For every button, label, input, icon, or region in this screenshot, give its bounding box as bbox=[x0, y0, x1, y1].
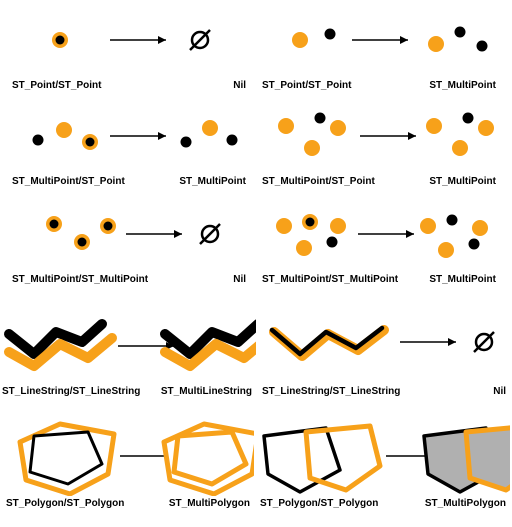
output-type-label: Nil bbox=[233, 80, 246, 91]
diagram-cell: ST_Polygon/ST_Polygon ST_MultiPolygon bbox=[258, 416, 510, 516]
cell-figure bbox=[260, 306, 510, 384]
cell-figure bbox=[10, 10, 250, 78]
diagram-cell: ST_Polygon/ST_Polygon ST_MultiPolygon bbox=[4, 416, 254, 516]
cell-figure bbox=[10, 204, 250, 272]
input-type-label: ST_MultiPoint/ST_MultiPoint bbox=[262, 274, 398, 285]
input-type-label: ST_Polygon/ST_Polygon bbox=[6, 498, 124, 509]
input-type-label: ST_MultiPoint/ST_Point bbox=[262, 176, 375, 187]
diagram-cell: ST_LineString/ST_LineString Nil bbox=[260, 306, 510, 404]
output-type-label: ST_MultiPolygon bbox=[425, 498, 506, 509]
output-type-label: ST_MultiPoint bbox=[429, 80, 496, 91]
input-type-label: ST_LineString/ST_LineString bbox=[262, 386, 400, 397]
diagram-cell: ST_MultiPoint/ST_Point ST_MultiPoint bbox=[260, 106, 500, 194]
cell-figure bbox=[0, 306, 256, 384]
input-type-label: ST_LineString/ST_LineString bbox=[2, 386, 140, 397]
output-type-label: ST_MultiLineString bbox=[161, 386, 252, 397]
output-type-label: ST_MultiPoint bbox=[429, 176, 496, 187]
output-type-label: ST_MultiPoint bbox=[429, 274, 496, 285]
input-type-label: ST_Polygon/ST_Polygon bbox=[260, 498, 378, 509]
diagram-cell: ST_MultiPoint/ST_MultiPoint Nil bbox=[10, 204, 250, 292]
input-type-label: ST_MultiPoint/ST_MultiPoint bbox=[12, 274, 148, 285]
input-type-label: ST_MultiPoint/ST_Point bbox=[12, 176, 125, 187]
cell-figure bbox=[260, 10, 500, 78]
cell-figure bbox=[258, 416, 510, 496]
output-type-label: Nil bbox=[233, 274, 246, 285]
output-type-label: Nil bbox=[493, 386, 506, 397]
input-type-label: ST_Point/ST_Point bbox=[12, 80, 101, 91]
diagram-canvas: ST_Point/ST_PointNilST_Point/ST_PointST_… bbox=[0, 0, 512, 527]
diagram-cell: ST_MultiPoint/ST_MultiPoint ST_MultiPoint bbox=[260, 204, 500, 292]
cell-figure bbox=[260, 204, 500, 272]
cell-figure bbox=[10, 106, 250, 174]
diagram-cell: ST_Point/ST_Point Nil bbox=[10, 10, 250, 98]
output-type-label: ST_MultiPoint bbox=[179, 176, 246, 187]
diagram-cell: ST_MultiPoint/ST_Point ST_MultiPoint bbox=[10, 106, 250, 194]
cell-figure bbox=[4, 416, 254, 496]
input-type-label: ST_Point/ST_Point bbox=[262, 80, 351, 91]
diagram-cell: ST_LineString/ST_LineString ST_MultiLineS… bbox=[0, 306, 256, 404]
output-type-label: ST_MultiPolygon bbox=[169, 498, 250, 509]
cell-figure bbox=[260, 106, 500, 174]
diagram-cell: ST_Point/ST_Point ST_MultiPoint bbox=[260, 10, 500, 98]
